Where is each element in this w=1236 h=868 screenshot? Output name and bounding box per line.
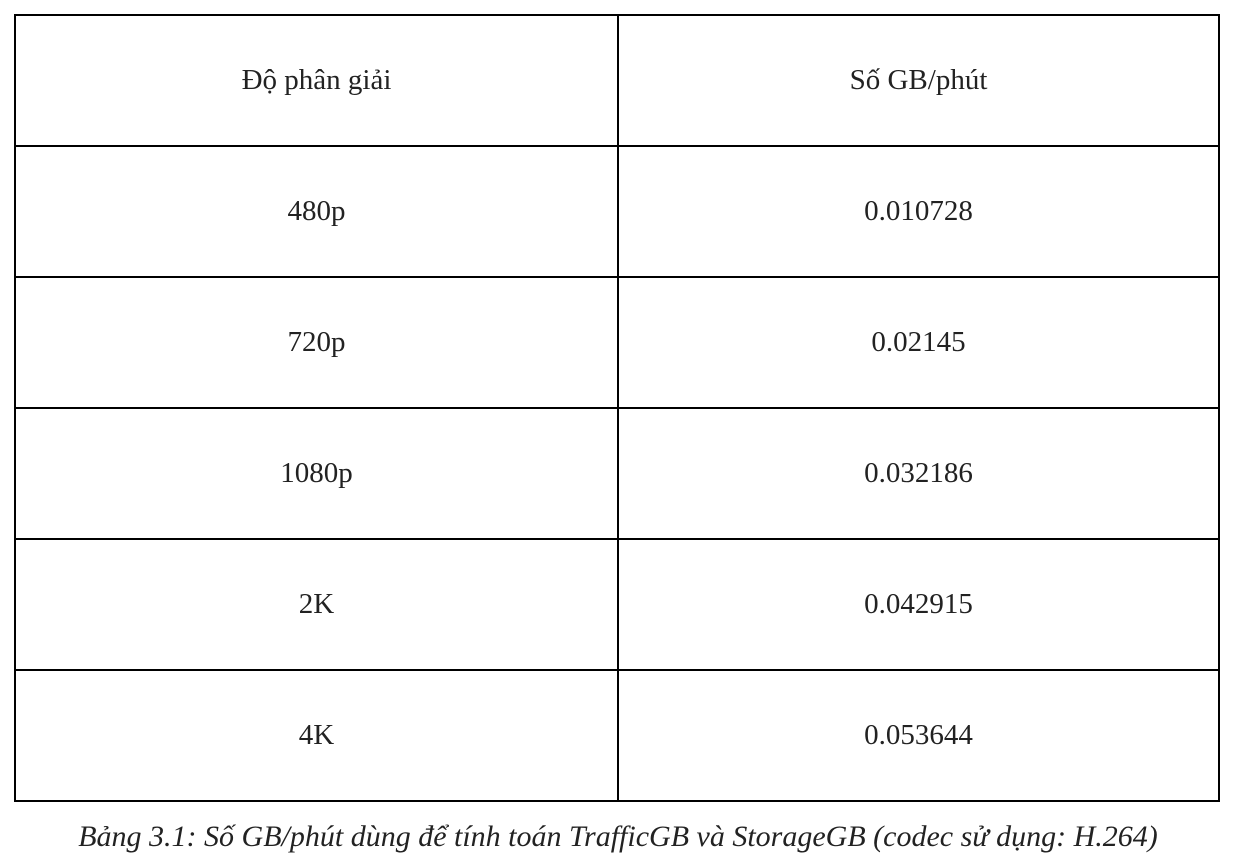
table-row: 2K 0.042915: [14, 538, 1220, 671]
table-row: 720p 0.02145: [14, 276, 1220, 409]
cell-gb-per-minute: 0.053644: [617, 669, 1220, 802]
cell-resolution: 480p: [14, 145, 619, 278]
cell-resolution: 720p: [14, 276, 619, 409]
header-gb-per-minute: Số GB/phút: [617, 14, 1220, 147]
cell-resolution: 2K: [14, 538, 619, 671]
cell-resolution: 1080p: [14, 407, 619, 540]
cell-resolution: 4K: [14, 669, 619, 802]
table-row: 1080p 0.032186: [14, 407, 1220, 540]
table-row: 4K 0.053644: [14, 669, 1220, 802]
table-row: 480p 0.010728: [14, 145, 1220, 278]
cell-gb-per-minute: 0.042915: [617, 538, 1220, 671]
table-header-row: Độ phân giải Số GB/phút: [14, 14, 1220, 147]
cell-gb-per-minute: 0.02145: [617, 276, 1220, 409]
cell-gb-per-minute: 0.010728: [617, 145, 1220, 278]
resolution-table: Độ phân giải Số GB/phút 480p 0.010728 72…: [14, 14, 1220, 802]
cell-gb-per-minute: 0.032186: [617, 407, 1220, 540]
table-caption: Bảng 3.1: Số GB/phút dùng để tính toán T…: [78, 820, 1158, 853]
header-resolution: Độ phân giải: [14, 14, 619, 147]
